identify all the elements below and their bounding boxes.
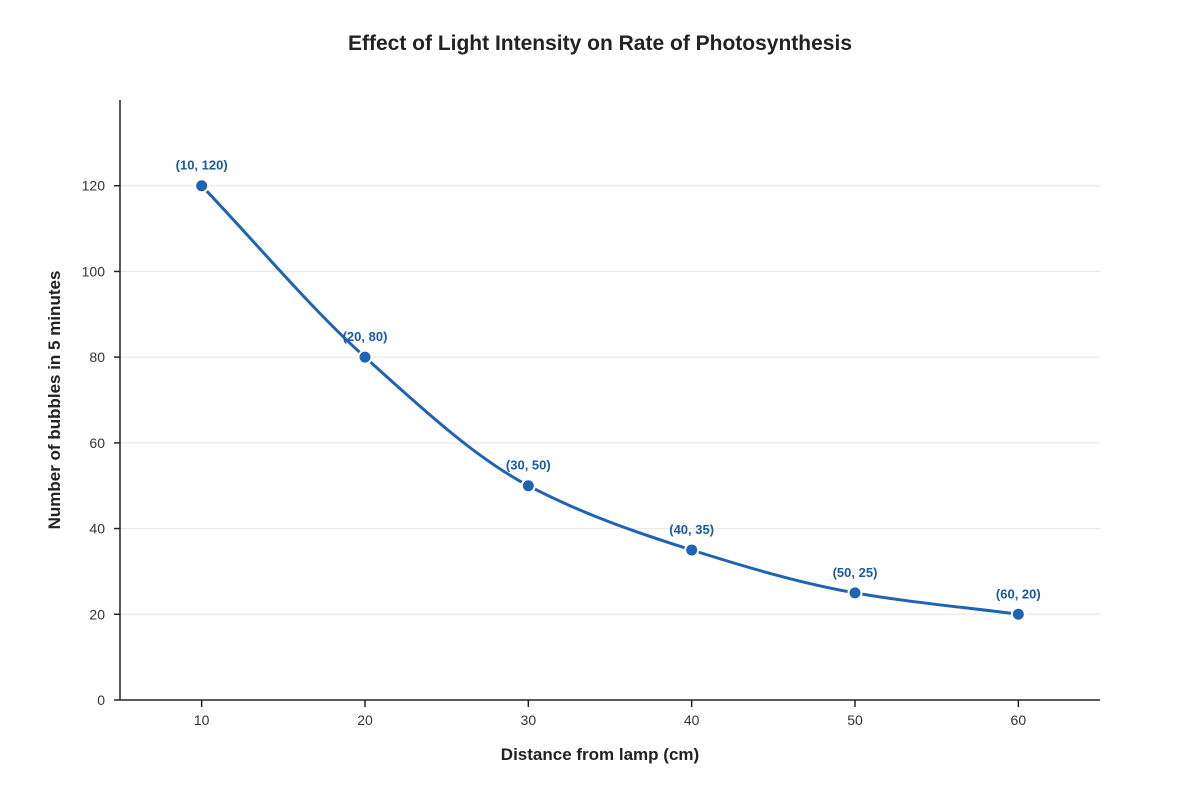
y-tick-label-80: 80 [89, 349, 105, 365]
data-point-50 [847, 585, 863, 601]
data-point-60 [1010, 606, 1026, 622]
y-tick-label-120: 120 [82, 178, 106, 194]
tick-marks: 0 20 40 60 80 100 120 10 20 30 40 50 60 [82, 178, 1027, 728]
x-tick-label-50: 50 [847, 712, 863, 728]
y-tick-label-0: 0 [97, 692, 105, 708]
data-label-20: (20, 80) [343, 329, 388, 344]
y-tick-label-40: 40 [89, 521, 105, 537]
x-axis-label: Distance from lamp (cm) [501, 745, 699, 764]
data-label-50: (50, 25) [833, 565, 878, 580]
gridlines [120, 185, 1100, 615]
y-tick-label-20: 20 [89, 606, 105, 622]
y-tick-label-60: 60 [89, 435, 105, 451]
series-layer [194, 178, 1026, 622]
y-axis-label: Number of bubbles in 5 minutes [45, 271, 64, 530]
y-tick-label-100: 100 [82, 263, 106, 279]
x-tick-label-10: 10 [194, 712, 210, 728]
data-labels: (10, 120) (20, 80) (30, 50) (40, 35) (50, 25… [176, 158, 1041, 602]
x-tick-label-20: 20 [357, 712, 373, 728]
data-label-30: (30, 50) [506, 458, 551, 473]
data-point-20 [357, 349, 373, 365]
chart-title: Effect of Light Intensity on Rate of Pho… [348, 32, 852, 55]
data-label-10: (10, 120) [176, 158, 228, 173]
data-label-40: (40, 35) [669, 522, 714, 537]
axes [119, 100, 1100, 701]
x-tick-label-40: 40 [684, 712, 700, 728]
series-line-0 [200, 184, 1020, 616]
data-label-60: (60, 20) [996, 586, 1041, 601]
x-tick-label-30: 30 [521, 712, 537, 728]
data-point-40 [684, 542, 700, 558]
x-tick-label-60: 60 [1011, 712, 1027, 728]
data-point-10 [194, 178, 210, 194]
data-point-30 [520, 478, 536, 494]
